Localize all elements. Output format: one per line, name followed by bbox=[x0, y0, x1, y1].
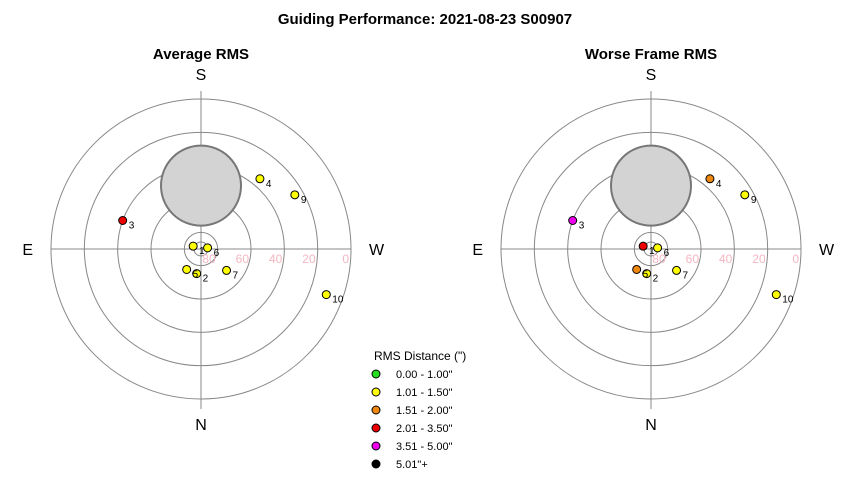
point-label: 4 bbox=[716, 179, 722, 190]
compass-top: S bbox=[196, 67, 207, 84]
point-label: 10 bbox=[332, 295, 344, 306]
legend-label: 0.00 - 1.00" bbox=[396, 369, 453, 381]
excluded-zone bbox=[160, 144, 242, 227]
altitude-ring bbox=[83, 131, 319, 367]
point-label: 10 bbox=[782, 295, 794, 306]
ring-label: 80 bbox=[202, 252, 216, 266]
altitude-ring bbox=[533, 131, 769, 367]
legend-label: 1.51 - 2.00" bbox=[396, 405, 453, 417]
data-point bbox=[290, 190, 300, 200]
polar-panel: Average RMS 80 60 40 20 0 S N E W 1 2 3 4 5 6 7 9 10 bbox=[22, 46, 385, 434]
rms-legend: RMS Distance (") 0.00 - 1.00" 1.01 - 1.50"… bbox=[371, 349, 466, 471]
altitude-ring bbox=[633, 231, 669, 267]
data-point bbox=[255, 174, 265, 184]
legend-marker bbox=[371, 441, 381, 451]
point-label: 4 bbox=[266, 179, 272, 190]
point-label: 7 bbox=[233, 270, 239, 281]
ring-label: 20 bbox=[752, 252, 766, 266]
data-point bbox=[568, 215, 578, 225]
point-label: 1 bbox=[649, 246, 655, 257]
data-point bbox=[321, 290, 331, 300]
point-label: 6 bbox=[664, 248, 670, 259]
legend-label: 1.01 - 1.50" bbox=[396, 387, 453, 399]
altitude-ring bbox=[183, 231, 219, 267]
data-point bbox=[638, 241, 648, 251]
point-label: 2 bbox=[203, 274, 209, 285]
legend-marker bbox=[371, 369, 381, 379]
data-point bbox=[632, 264, 642, 274]
compass-bottom: N bbox=[195, 417, 207, 434]
ring-label: 80 bbox=[652, 252, 666, 266]
legend-marker bbox=[371, 459, 381, 469]
ring-label: 0 bbox=[792, 252, 799, 266]
point-label: 6 bbox=[214, 248, 220, 259]
point-label: 3 bbox=[579, 220, 585, 231]
data-point bbox=[118, 215, 128, 225]
polar-panel: Worse Frame RMS 80 60 40 20 0 S N E W 1 2 3 4 5 6 7 9 10 bbox=[472, 46, 835, 434]
legend-label: 2.01 - 3.50" bbox=[396, 423, 453, 435]
point-label: 9 bbox=[301, 195, 307, 206]
ring-label: 60 bbox=[236, 252, 250, 266]
legend-marker bbox=[371, 423, 381, 433]
point-label: 9 bbox=[751, 195, 757, 206]
panel-title: Worse Frame RMS bbox=[585, 46, 717, 63]
point-label: 2 bbox=[653, 274, 659, 285]
point-label: 3 bbox=[129, 220, 135, 231]
compass-bottom: N bbox=[645, 417, 657, 434]
altitude-ring bbox=[500, 98, 802, 400]
point-label: 5 bbox=[193, 269, 199, 280]
data-point bbox=[642, 269, 652, 279]
point-label: 5 bbox=[643, 269, 649, 280]
panel-title: Average RMS bbox=[153, 46, 249, 63]
data-point bbox=[771, 290, 781, 300]
ring-label: 40 bbox=[269, 252, 283, 266]
legend-marker bbox=[371, 387, 381, 397]
altitude-ring bbox=[50, 98, 352, 400]
point-label: 1 bbox=[199, 246, 205, 257]
data-point bbox=[182, 264, 192, 274]
compass-left: E bbox=[472, 242, 483, 259]
ring-label: 60 bbox=[686, 252, 700, 266]
ring-label: 0 bbox=[342, 252, 349, 266]
compass-right: W bbox=[819, 242, 835, 259]
compass-right: W bbox=[369, 242, 385, 259]
data-point bbox=[188, 241, 198, 251]
compass-top: S bbox=[646, 67, 657, 84]
data-point bbox=[705, 174, 715, 184]
data-point bbox=[740, 190, 750, 200]
figure-title: Guiding Performance: 2021-08-23 S00907 bbox=[278, 11, 572, 28]
compass-left: E bbox=[22, 242, 33, 259]
point-label: 7 bbox=[683, 270, 689, 281]
data-point bbox=[192, 269, 202, 279]
data-point bbox=[222, 265, 232, 275]
ring-label: 40 bbox=[719, 252, 733, 266]
data-point bbox=[653, 243, 663, 253]
ring-label: 20 bbox=[302, 252, 316, 266]
data-point bbox=[203, 243, 213, 253]
legend-marker bbox=[371, 405, 381, 415]
legend-title: RMS Distance (") bbox=[374, 349, 466, 363]
excluded-zone bbox=[610, 144, 692, 227]
legend-label: 5.01"+ bbox=[396, 459, 428, 471]
data-point bbox=[672, 265, 682, 275]
legend-label: 3.51 - 5.00" bbox=[396, 441, 453, 453]
